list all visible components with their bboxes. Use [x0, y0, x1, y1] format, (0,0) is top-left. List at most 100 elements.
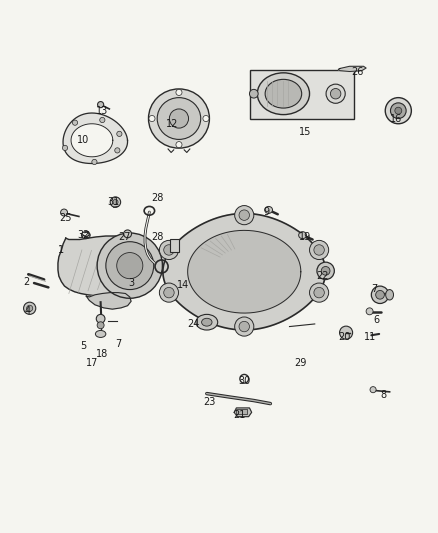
Ellipse shape	[317, 262, 334, 279]
Ellipse shape	[106, 241, 154, 289]
Text: 32: 32	[77, 230, 89, 240]
Text: 8: 8	[381, 390, 387, 400]
Ellipse shape	[110, 197, 120, 207]
Polygon shape	[237, 409, 247, 414]
Ellipse shape	[27, 305, 33, 311]
Text: 31: 31	[108, 197, 120, 207]
Ellipse shape	[314, 245, 324, 255]
Ellipse shape	[24, 302, 36, 314]
Text: 28: 28	[151, 232, 163, 242]
Ellipse shape	[203, 116, 209, 122]
Ellipse shape	[239, 321, 250, 332]
Ellipse shape	[164, 287, 174, 298]
Ellipse shape	[113, 199, 118, 205]
Text: 12: 12	[166, 119, 178, 129]
Polygon shape	[163, 213, 325, 330]
Ellipse shape	[149, 116, 155, 122]
Ellipse shape	[321, 266, 330, 275]
Ellipse shape	[326, 84, 345, 103]
Polygon shape	[234, 408, 252, 417]
Text: 7: 7	[115, 339, 121, 349]
Ellipse shape	[170, 109, 188, 128]
Ellipse shape	[370, 386, 376, 393]
Ellipse shape	[376, 290, 385, 299]
Text: 10: 10	[77, 135, 89, 146]
Text: 19: 19	[299, 232, 311, 242]
Text: 22: 22	[316, 271, 329, 281]
Text: 15: 15	[299, 127, 311, 138]
Ellipse shape	[96, 314, 105, 323]
Bar	[251, 70, 354, 118]
Text: 3: 3	[128, 278, 134, 288]
Polygon shape	[187, 230, 301, 313]
Text: 17: 17	[86, 358, 98, 368]
Polygon shape	[338, 66, 366, 71]
Ellipse shape	[257, 73, 310, 115]
Ellipse shape	[265, 79, 302, 108]
Text: 24: 24	[187, 319, 200, 329]
Ellipse shape	[201, 318, 212, 326]
Text: 26: 26	[351, 67, 364, 77]
Ellipse shape	[97, 233, 162, 298]
Text: 13: 13	[96, 106, 109, 116]
Ellipse shape	[395, 107, 402, 114]
Text: 6: 6	[374, 314, 380, 325]
Ellipse shape	[72, 120, 78, 125]
Ellipse shape	[299, 232, 307, 239]
Text: 2: 2	[24, 277, 30, 287]
Ellipse shape	[239, 210, 250, 220]
Text: 14: 14	[177, 280, 190, 290]
Ellipse shape	[339, 326, 353, 339]
Ellipse shape	[100, 117, 105, 123]
Ellipse shape	[250, 90, 258, 98]
Ellipse shape	[117, 253, 143, 279]
Ellipse shape	[124, 230, 131, 238]
Ellipse shape	[196, 314, 218, 330]
Ellipse shape	[159, 283, 179, 302]
Text: 27: 27	[118, 232, 131, 242]
Ellipse shape	[391, 103, 406, 118]
Polygon shape	[71, 124, 113, 157]
Text: 9: 9	[264, 207, 270, 217]
Text: 29: 29	[295, 358, 307, 368]
Ellipse shape	[310, 283, 328, 302]
Polygon shape	[58, 236, 162, 296]
Ellipse shape	[159, 240, 179, 260]
Text: 4: 4	[25, 306, 31, 316]
Ellipse shape	[176, 90, 182, 95]
Ellipse shape	[310, 240, 328, 260]
Ellipse shape	[62, 146, 67, 150]
Text: 21: 21	[234, 410, 246, 421]
Bar	[170, 239, 179, 252]
Text: 20: 20	[338, 332, 350, 342]
Text: 18: 18	[96, 350, 109, 359]
Ellipse shape	[98, 102, 104, 108]
Text: 11: 11	[364, 332, 377, 342]
Ellipse shape	[265, 206, 272, 213]
Text: 30: 30	[238, 376, 251, 385]
Ellipse shape	[385, 98, 411, 124]
Text: 1: 1	[58, 245, 64, 255]
Text: 7: 7	[372, 284, 378, 294]
Ellipse shape	[115, 148, 120, 153]
Ellipse shape	[235, 206, 254, 225]
Ellipse shape	[95, 330, 106, 337]
Ellipse shape	[314, 287, 324, 298]
Ellipse shape	[117, 131, 122, 136]
Ellipse shape	[157, 98, 201, 140]
Ellipse shape	[371, 286, 389, 303]
Polygon shape	[63, 113, 127, 164]
Text: 25: 25	[60, 213, 72, 223]
Ellipse shape	[148, 89, 209, 148]
Text: 5: 5	[80, 341, 86, 351]
Ellipse shape	[60, 209, 67, 216]
Ellipse shape	[366, 308, 373, 315]
Ellipse shape	[176, 142, 182, 148]
Ellipse shape	[164, 245, 174, 255]
Ellipse shape	[330, 88, 341, 99]
Ellipse shape	[386, 289, 393, 300]
Text: 23: 23	[203, 397, 215, 407]
Ellipse shape	[235, 317, 254, 336]
Text: 16: 16	[390, 115, 403, 124]
Polygon shape	[86, 293, 131, 309]
